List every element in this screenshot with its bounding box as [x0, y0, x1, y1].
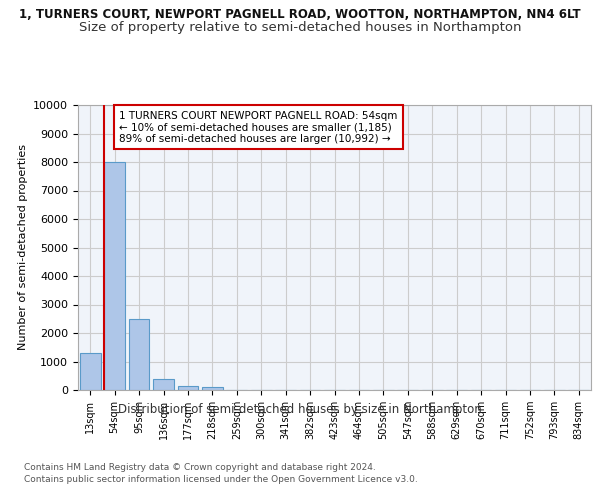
Text: Contains public sector information licensed under the Open Government Licence v3: Contains public sector information licen… — [24, 475, 418, 484]
Text: 1 TURNERS COURT NEWPORT PAGNELL ROAD: 54sqm
← 10% of semi-detached houses are sm: 1 TURNERS COURT NEWPORT PAGNELL ROAD: 54… — [119, 110, 397, 144]
Text: Distribution of semi-detached houses by size in Northampton: Distribution of semi-detached houses by … — [118, 402, 482, 415]
Text: Contains HM Land Registry data © Crown copyright and database right 2024.: Contains HM Land Registry data © Crown c… — [24, 462, 376, 471]
Bar — [104, 162, 125, 390]
Y-axis label: Number of semi-detached properties: Number of semi-detached properties — [18, 144, 28, 350]
Bar — [128, 319, 149, 390]
Bar — [80, 353, 101, 390]
Text: 1, TURNERS COURT, NEWPORT PAGNELL ROAD, WOOTTON, NORTHAMPTON, NN4 6LT: 1, TURNERS COURT, NEWPORT PAGNELL ROAD, … — [19, 8, 581, 20]
Bar — [178, 386, 199, 390]
Text: Size of property relative to semi-detached houses in Northampton: Size of property relative to semi-detach… — [79, 21, 521, 34]
Bar — [202, 387, 223, 390]
Bar — [153, 378, 174, 390]
